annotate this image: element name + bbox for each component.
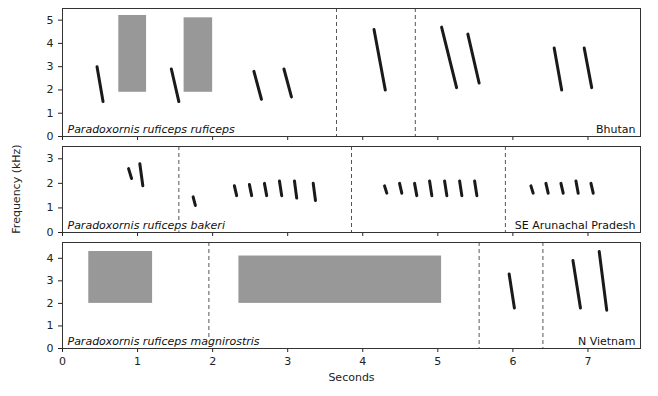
svg-text:1: 1	[47, 319, 54, 332]
svg-text:Paradoxornis ruficeps bakeri: Paradoxornis ruficeps bakeri	[68, 219, 225, 232]
svg-text:2: 2	[47, 297, 54, 310]
svg-text:2: 2	[47, 83, 54, 96]
svg-text:Paradoxornis ruficeps ruficeps: Paradoxornis ruficeps ruficeps	[68, 123, 235, 136]
svg-text:1: 1	[47, 201, 54, 214]
svg-text:4: 4	[359, 355, 366, 368]
svg-text:3: 3	[47, 152, 54, 165]
svg-text:Seconds: Seconds	[328, 371, 374, 384]
svg-text:6: 6	[509, 355, 516, 368]
svg-text:SE Arunachal Pradesh: SE Arunachal Pradesh	[515, 219, 636, 232]
svg-text:Paradoxornis ruficeps magniros: Paradoxornis ruficeps magnirostris	[68, 335, 260, 348]
svg-text:5: 5	[434, 355, 441, 368]
svg-text:0: 0	[47, 130, 54, 142]
svg-text:3: 3	[47, 274, 54, 287]
html-text:Frequency (kHz): Frequency (kHz)	[9, 144, 23, 234]
svg-text:N Vietnam: N Vietnam	[578, 335, 636, 348]
svg-text:0: 0	[47, 342, 54, 355]
svg-text:4: 4	[47, 252, 54, 265]
svg-text:7: 7	[584, 355, 591, 368]
svg-text:0: 0	[59, 355, 66, 368]
svg-text:4: 4	[47, 37, 54, 50]
svg-text:1: 1	[47, 107, 54, 120]
svg-text:Bhutan: Bhutan	[596, 123, 636, 136]
svg-text:5: 5	[47, 14, 54, 27]
svg-text:1: 1	[134, 355, 141, 368]
svg-text:3: 3	[284, 355, 291, 368]
svg-text:2: 2	[47, 177, 54, 190]
svg-text:3: 3	[47, 60, 54, 73]
svg-text:2: 2	[209, 355, 216, 368]
svg-text:0: 0	[47, 226, 54, 238]
